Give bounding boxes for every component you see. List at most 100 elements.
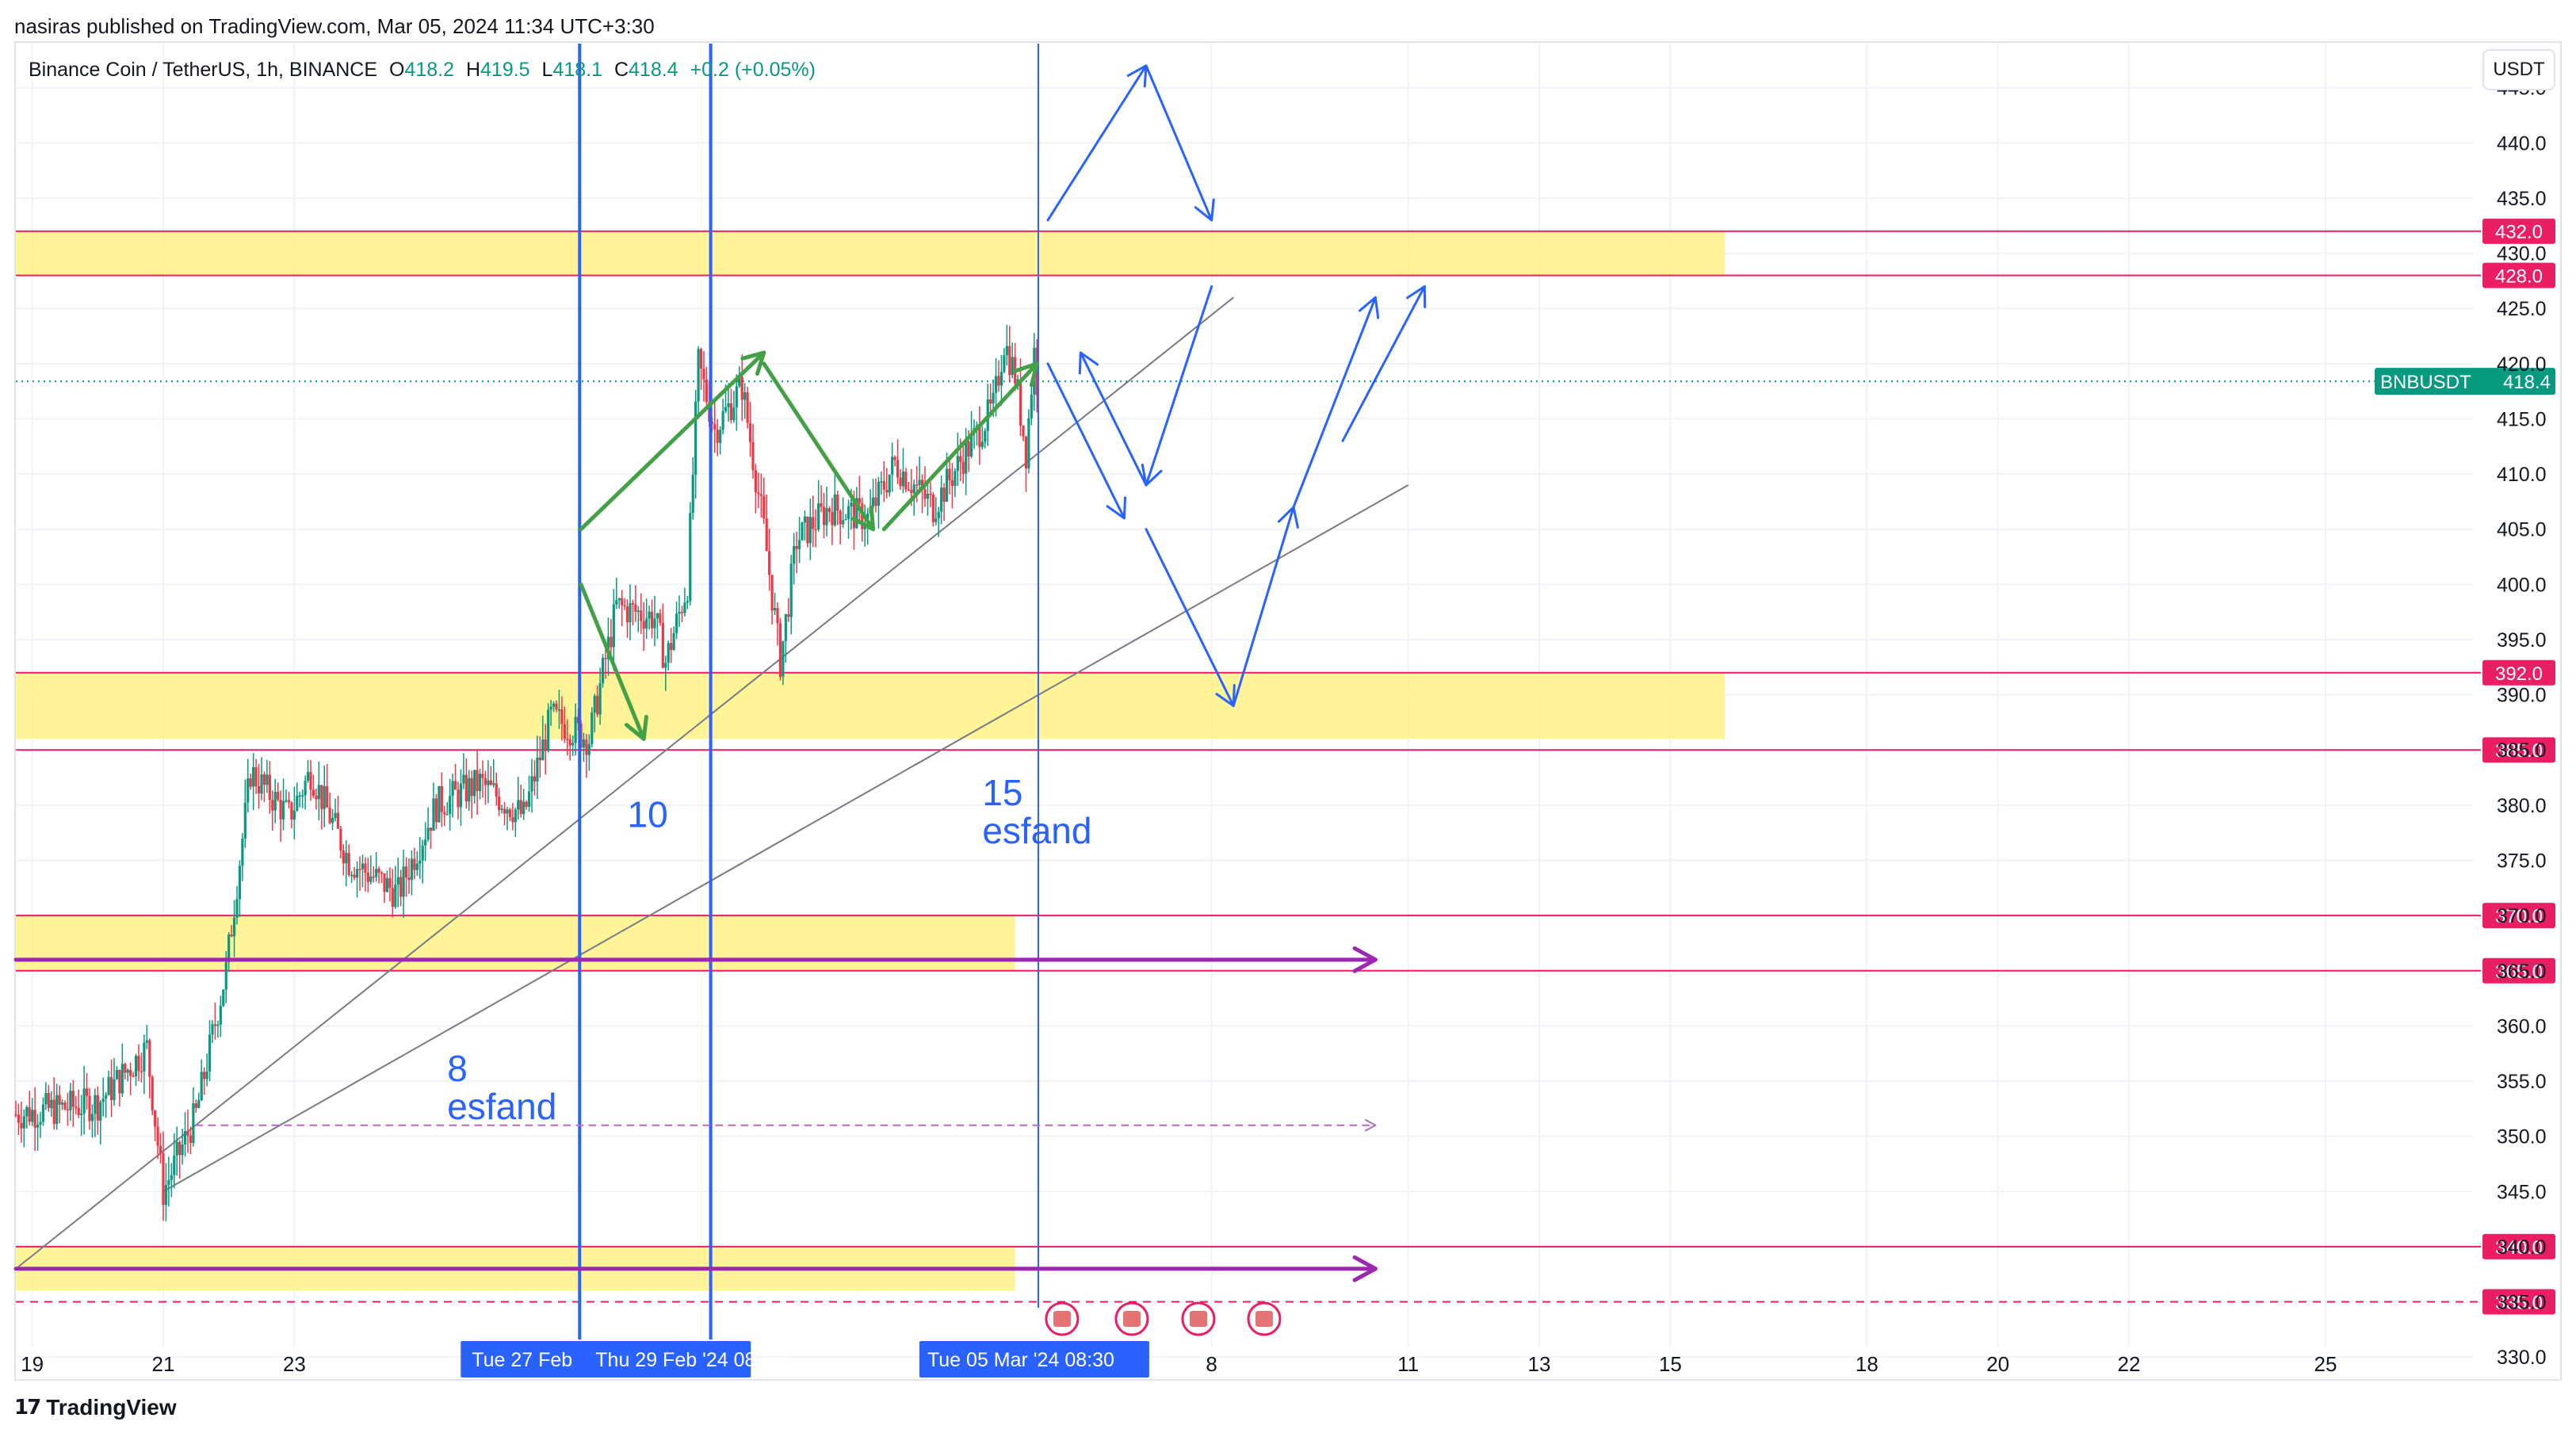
candle-body xyxy=(888,474,891,493)
candle-body xyxy=(1016,379,1019,384)
candle-body xyxy=(241,838,244,866)
support-resistance-zone xyxy=(16,915,1015,971)
zones xyxy=(16,231,1726,1291)
candle-body xyxy=(699,349,703,369)
arrow-head xyxy=(1078,351,1099,375)
level-tag xyxy=(2482,659,2555,686)
candle-body xyxy=(85,1088,89,1096)
candle-body xyxy=(797,540,801,549)
candle-body xyxy=(192,1103,195,1144)
candle-body xyxy=(667,643,670,663)
candle-body xyxy=(686,601,689,603)
candle-body xyxy=(514,809,517,823)
annotation-number: 15 xyxy=(982,772,1022,813)
candle-body xyxy=(399,877,403,897)
candle-body xyxy=(306,771,310,781)
candle-body xyxy=(99,1102,102,1121)
candle-body xyxy=(735,386,738,408)
y-tick-label: 345.0 xyxy=(2497,1181,2547,1203)
legend-c-label: C xyxy=(613,59,629,81)
candle-body xyxy=(568,739,571,746)
candle-body xyxy=(530,776,533,792)
candle-body xyxy=(746,392,749,423)
candle-body xyxy=(801,522,804,541)
candle-body xyxy=(648,611,651,619)
candle-body xyxy=(366,872,369,882)
candle-body xyxy=(170,1175,173,1180)
candle-body xyxy=(41,1104,45,1122)
y-tick-label: 400.0 xyxy=(2497,574,2547,596)
candle-body xyxy=(563,724,566,739)
arrow-line xyxy=(1145,528,1235,708)
candle-body xyxy=(309,771,312,790)
candle-body xyxy=(279,799,282,820)
y-tick-label: 365.0 xyxy=(2497,961,2547,983)
candle-body xyxy=(410,858,414,881)
candle-body xyxy=(137,1056,140,1072)
candle-body xyxy=(328,807,331,823)
candle-body xyxy=(364,863,367,873)
candle-body xyxy=(249,778,252,787)
y-tick-label: 420.0 xyxy=(2497,353,2547,376)
candle-body xyxy=(186,1131,189,1136)
candle-body xyxy=(115,1070,119,1080)
candle-body xyxy=(487,780,490,785)
candle-body xyxy=(33,1110,36,1128)
arrow-line xyxy=(1145,64,1213,222)
candle-body xyxy=(994,376,998,393)
candle-body xyxy=(874,497,877,506)
vertical-markers: Tue 27 Feb Thu 29 Feb '24 08:30 Tue 05 Mar… xyxy=(461,44,1282,1378)
candle-body xyxy=(904,472,908,490)
currency-button[interactable]: USDT xyxy=(2482,49,2555,90)
candle-body xyxy=(342,850,345,864)
candle-body xyxy=(203,1072,206,1080)
flag-icon xyxy=(1053,1311,1071,1327)
candle-body xyxy=(615,600,618,605)
y-tick-label: 380.0 xyxy=(2497,795,2547,817)
candle-body xyxy=(787,614,790,617)
candle-body xyxy=(483,778,487,785)
candle-body xyxy=(489,780,492,785)
candle-body xyxy=(776,608,779,624)
candle-body xyxy=(604,658,607,659)
legend-change: +0.2 (+0.05%) xyxy=(690,59,816,81)
candle-body xyxy=(762,495,766,519)
candle-body xyxy=(476,770,479,792)
y-tick-label: 430.0 xyxy=(2497,243,2547,266)
candle-body xyxy=(285,800,288,802)
candle-body xyxy=(945,468,949,503)
arrow-line xyxy=(1079,351,1148,487)
candle-body xyxy=(213,1024,217,1026)
candle-body xyxy=(345,853,348,864)
arrow-line xyxy=(1046,64,1148,222)
candle-body xyxy=(778,623,782,677)
y-tick-label: 410.0 xyxy=(2497,464,2547,486)
candle-body xyxy=(481,774,484,778)
ohlc-legend: Binance Coin / TetherUS, 1h, BINANCE O41… xyxy=(29,59,816,82)
y-tick-label: 360.0 xyxy=(2497,1015,2547,1037)
candle-body xyxy=(827,508,831,512)
candle-body xyxy=(124,1064,127,1073)
trendlines xyxy=(15,296,1409,1270)
candle-body xyxy=(298,795,301,797)
y-tick-label: 370.0 xyxy=(2497,905,2547,927)
candle-body xyxy=(358,869,361,870)
candle-body xyxy=(164,1185,168,1206)
candle-body xyxy=(598,682,602,715)
candle-body xyxy=(610,636,613,648)
level-label: 392.0 xyxy=(2495,663,2543,685)
candle-body xyxy=(69,1091,72,1110)
date-tag-label: Tue 27 Feb xyxy=(472,1349,572,1371)
candle-body xyxy=(105,1095,108,1099)
candle-body xyxy=(702,369,705,380)
candle-body xyxy=(820,503,823,507)
candle-body xyxy=(200,1072,203,1101)
candle-body xyxy=(375,869,378,877)
candle-body xyxy=(145,1040,148,1043)
candle-body xyxy=(396,877,399,885)
arrow-head xyxy=(1406,285,1427,308)
candle-body xyxy=(891,457,894,475)
candle-body xyxy=(642,621,645,629)
